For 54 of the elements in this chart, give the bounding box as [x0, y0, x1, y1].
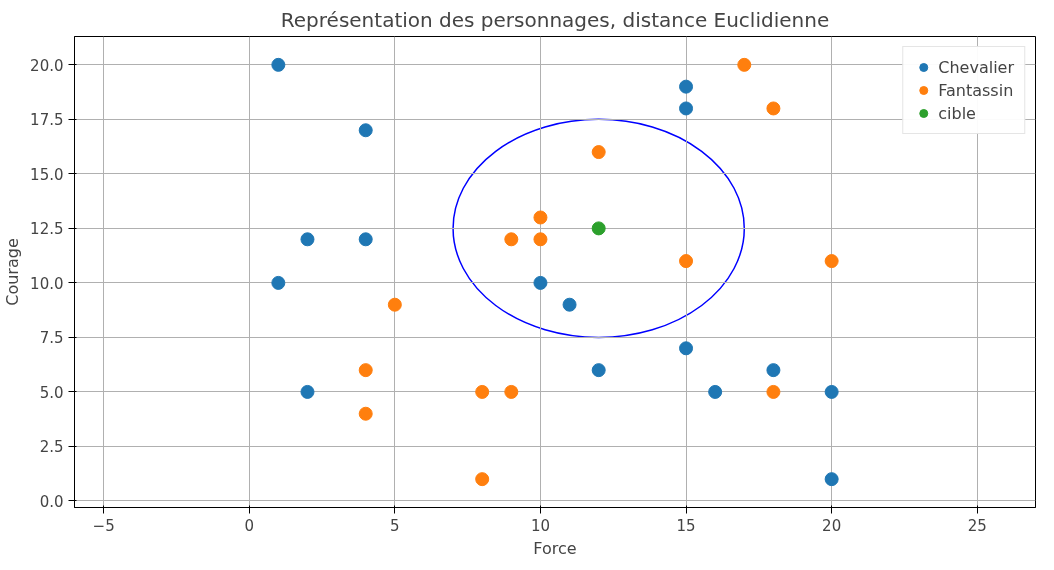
point: [271, 275, 286, 290]
point: [562, 297, 577, 312]
y-tick-label: 20.0: [30, 56, 64, 75]
point: [766, 384, 781, 399]
x-tick-label: 0: [244, 516, 254, 535]
point: [387, 297, 402, 312]
point: [475, 472, 490, 487]
legend-label: cible: [938, 103, 976, 123]
point: [504, 384, 519, 399]
point: [679, 341, 694, 356]
point: [358, 406, 373, 421]
x-tick-label: 25: [967, 516, 987, 535]
point: [533, 210, 548, 225]
point: [300, 232, 315, 247]
x-tick-label: 15: [676, 516, 696, 535]
point: [271, 57, 286, 72]
y-tick-label: 10.0: [30, 274, 64, 293]
point: [824, 254, 839, 269]
y-tick-label: 15.0: [30, 165, 64, 184]
point: [591, 145, 606, 160]
point: [533, 232, 548, 247]
point: [824, 384, 839, 399]
point: [737, 57, 752, 72]
x-tick-label: 20: [822, 516, 842, 535]
x-tick-label: 5: [390, 516, 400, 535]
y-tick-label: 5.0: [39, 383, 64, 402]
y-tick-label: 0.0: [39, 492, 64, 511]
y-tick-label: 2.5: [39, 438, 64, 457]
point: [679, 254, 694, 269]
point: [679, 101, 694, 116]
legend-label: Fantassin: [938, 80, 1014, 100]
point: [591, 363, 606, 378]
legend-label: Chevalier: [938, 57, 1014, 77]
point: [300, 384, 315, 399]
point: [358, 363, 373, 378]
x-tick-label: 10: [530, 516, 550, 535]
point: [824, 472, 839, 487]
chart-title: Représentation des personnages, distance Euclidienne: [280, 7, 830, 32]
y-tick-label: 7.5: [39, 329, 64, 348]
point: [766, 363, 781, 378]
y-tick-label: 17.5: [30, 111, 64, 130]
y-axis-title: Courage: [3, 238, 23, 306]
point: [504, 232, 519, 247]
point: [358, 123, 373, 138]
point: [591, 221, 606, 236]
point: [533, 275, 548, 290]
point: [708, 384, 723, 399]
point: [679, 79, 694, 94]
point: [475, 384, 490, 399]
point: [766, 101, 781, 116]
x-axis-title: Force: [533, 538, 577, 558]
y-tick-label: 12.5: [30, 220, 64, 239]
x-tick-label: −5: [92, 516, 115, 535]
point: [358, 232, 373, 247]
